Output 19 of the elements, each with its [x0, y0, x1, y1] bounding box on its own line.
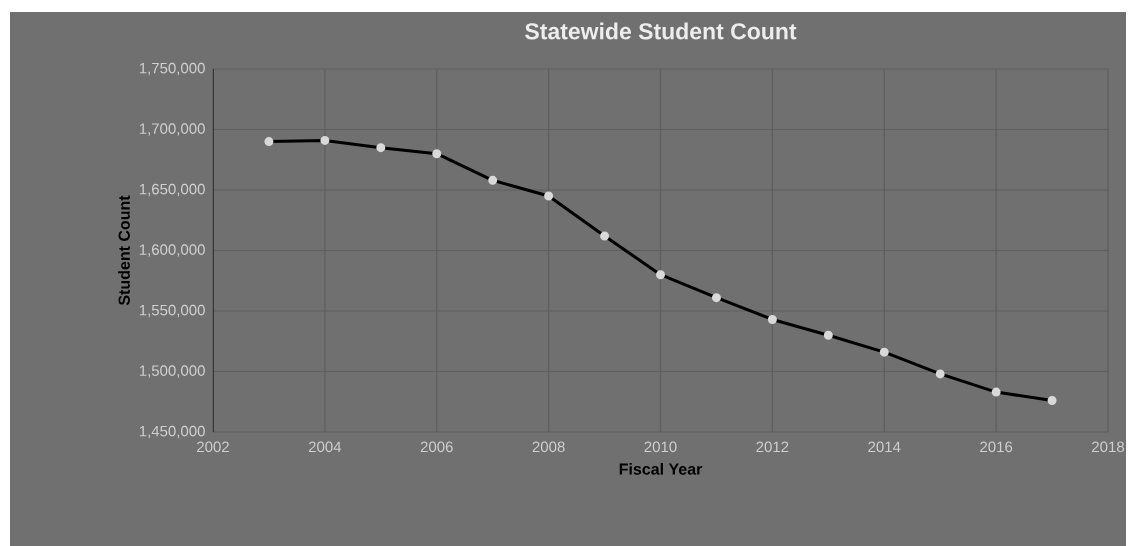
x-axis-title: Fiscal Year: [619, 463, 703, 475]
x-tick-label: 2010: [644, 441, 677, 453]
y-tick-label: 1,650,000: [139, 183, 205, 197]
x-tick-label: 2004: [308, 441, 342, 453]
y-axis-title: Student Count: [118, 195, 130, 306]
y-tick-label: 1,700,000: [139, 123, 205, 136]
y-tick-label: 1,450,000: [139, 425, 205, 439]
chart-title: Statewide Student Count: [525, 22, 797, 40]
y-tick-label: 1,750,000: [139, 62, 205, 76]
x-tick-label: 2012: [756, 441, 789, 453]
x-tick-label: 2014: [868, 441, 901, 453]
x-tick-label: 2008: [532, 441, 565, 453]
y-tick-label: 1,550,000: [139, 304, 205, 318]
x-tick-label: 2006: [420, 441, 453, 453]
x-tick-label: 2002: [197, 441, 229, 453]
x-tick-label: 2018: [1092, 441, 1125, 453]
x-tick-label: 2016: [980, 441, 1013, 453]
y-tick-label: 1,600,000: [139, 244, 205, 257]
y-tick-label: 1,500,000: [139, 365, 205, 378]
